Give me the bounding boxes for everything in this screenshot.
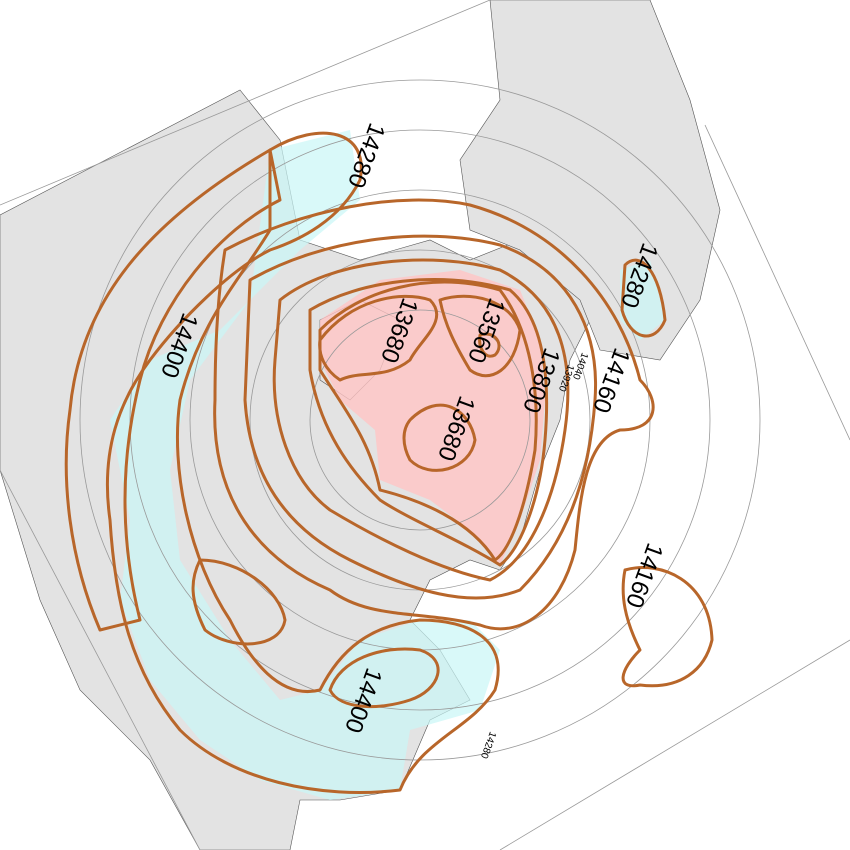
shade-high — [620, 260, 665, 340]
shade-low — [320, 270, 545, 565]
contours — [64, 131, 714, 794]
land-north-america — [459, 0, 721, 361]
